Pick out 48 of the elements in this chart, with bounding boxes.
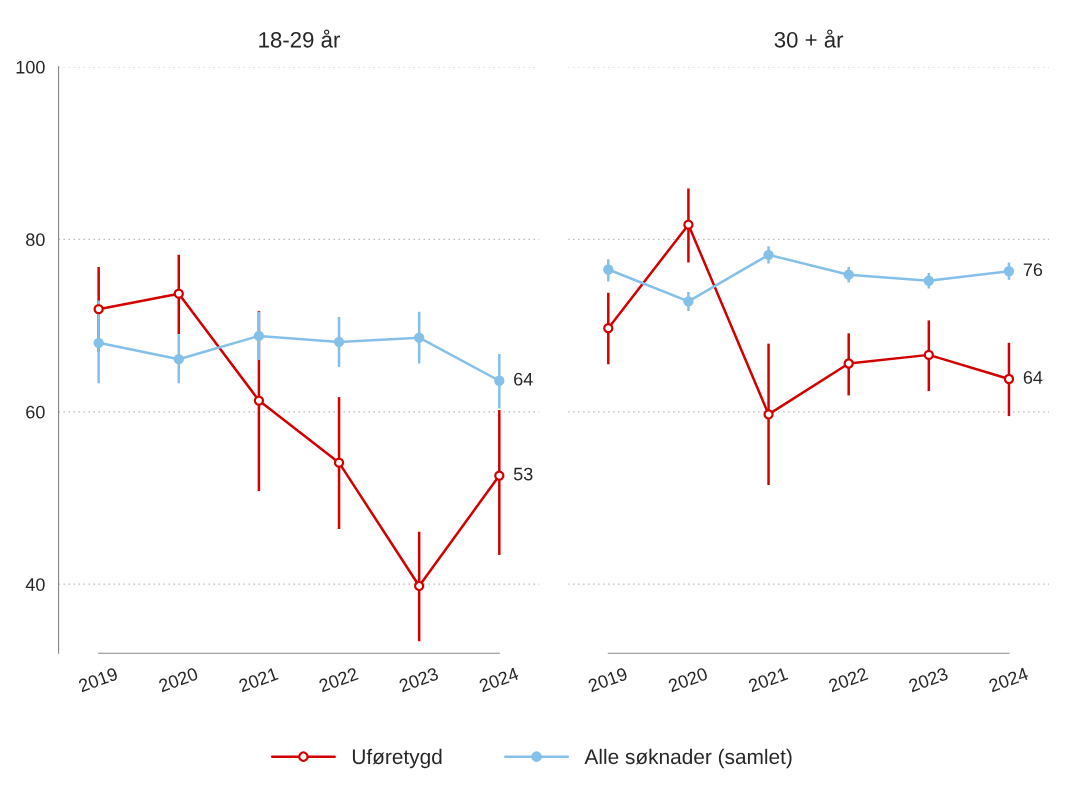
point (494, 470, 505, 481)
point (173, 288, 184, 299)
y-tick-label: 40 (25, 578, 45, 591)
data-label: 53 (513, 467, 533, 481)
x-tick-label: 2024 (478, 667, 520, 693)
x-tick-label: 2020 (667, 667, 709, 693)
point (414, 332, 425, 343)
point (683, 296, 694, 307)
y-tick-label: 60 (26, 405, 45, 419)
data-label: 64 (1023, 371, 1043, 384)
point (93, 337, 104, 348)
point (923, 349, 934, 361)
x-tick-label: 2023 (398, 667, 439, 693)
point (494, 375, 505, 386)
x-tick-label: 2022 (318, 667, 359, 693)
chart-title: 30 + år (774, 29, 844, 48)
y-tick-label: 100 (16, 60, 45, 74)
x-tick-label: 2019 (77, 667, 119, 693)
point (603, 322, 614, 334)
point (683, 219, 694, 230)
x-tick-label: 2019 (587, 667, 629, 693)
data-label: 76 (1023, 263, 1043, 277)
x-tick-label: 2023 (908, 667, 949, 693)
x-tick-label: 2022 (827, 667, 869, 693)
x-tick-label: 2021 (238, 667, 279, 693)
point (843, 269, 854, 280)
point (253, 330, 265, 342)
point (253, 395, 265, 406)
point (93, 304, 104, 315)
point (414, 580, 425, 592)
legend-label: Uføretygd (352, 748, 442, 769)
point (333, 457, 345, 468)
point (763, 409, 774, 420)
data-label: 64 (514, 372, 533, 386)
point (923, 275, 934, 286)
point (603, 264, 614, 275)
point (763, 249, 774, 261)
point (1003, 266, 1015, 277)
y-tick-label: 80 (26, 233, 45, 247)
x-tick-label: 2021 (747, 667, 789, 693)
legend-label: Alle søknader (samlet) (584, 748, 792, 769)
x-tick-label: 2020 (158, 667, 199, 693)
point (333, 336, 345, 348)
point (843, 358, 854, 369)
chart-title: 18-29 år (259, 29, 340, 48)
x-tick-label: 2024 (988, 667, 1029, 693)
point (1003, 373, 1015, 385)
point (173, 354, 184, 365)
